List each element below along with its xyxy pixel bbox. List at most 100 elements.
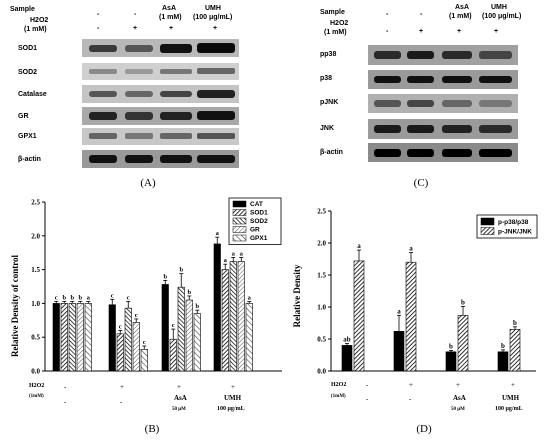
blot-a-label-3: Catalase bbox=[18, 91, 47, 98]
chart-d-significance-letter: b bbox=[461, 298, 465, 306]
blot-c-label-1: pp38 bbox=[320, 51, 336, 58]
chart-d-ytick-label: 1.5 bbox=[317, 272, 326, 280]
chart-b-significance-letter: a bbox=[240, 250, 244, 257]
chart-d-bar bbox=[341, 345, 353, 372]
chart-b-significance-letter: b bbox=[195, 303, 199, 310]
panel-c-h2o2-mark-2: + bbox=[419, 28, 423, 35]
panel-a-sample-mark-1: - bbox=[97, 11, 100, 18]
chart-b-ytick-label: 0.0 bbox=[31, 368, 40, 376]
panel-a-letter: (A) bbox=[140, 177, 156, 189]
panel-c-sample-mark-2: - bbox=[420, 11, 423, 18]
chart-d-legend: p-p38/p38 p-JNK/JNK bbox=[476, 214, 538, 239]
chart-b-bar bbox=[169, 338, 177, 372]
chart-d-h2o2-label: H2O2 bbox=[331, 382, 346, 388]
blot-c-strip-4 bbox=[368, 119, 518, 139]
chart-b-ytick-label: 1.0 bbox=[31, 300, 40, 308]
chart-b-h2o2-label: H2O2 bbox=[29, 383, 44, 389]
blot-c-strip-5 bbox=[368, 143, 518, 162]
chart-b-umh-label: UMH bbox=[224, 394, 242, 402]
panel-a-umh-conc: (100 μg/mL) bbox=[193, 14, 232, 21]
chart-b-ytick-label: 2.0 bbox=[31, 232, 40, 240]
chart-d-legend-label: p-p38/p38 bbox=[498, 219, 529, 226]
chart-b-significance-letter: a bbox=[248, 294, 252, 301]
panel-a-asa-conc: (1 mM) bbox=[159, 14, 182, 21]
chart-b-ytick-label: 1.5 bbox=[31, 266, 40, 274]
chart-d-bar bbox=[457, 315, 469, 372]
chart-b-legend-swatch bbox=[232, 217, 247, 225]
chart-b-ylabel: Relative Density of control bbox=[10, 254, 20, 357]
chart-b-legend-swatch bbox=[232, 209, 247, 216]
chart-d-ytick-label: 2.0 bbox=[317, 240, 326, 248]
chart-b-significance-letter: b bbox=[187, 289, 191, 296]
chart-b-bar bbox=[221, 269, 229, 372]
panel-a-h2o2-mark-3: + bbox=[169, 25, 173, 32]
panel-c-sample-label: Sample bbox=[320, 9, 345, 16]
panel-c-asa-label: AsA bbox=[455, 4, 469, 11]
blot-a-strip-1 bbox=[82, 39, 239, 57]
chart-d-umh-dose: 100 μg/mL bbox=[495, 406, 523, 412]
chart-d-significance-letter: a bbox=[397, 307, 401, 315]
chart-b-bar bbox=[84, 303, 92, 372]
blot-c-label-4: JNK bbox=[320, 125, 334, 132]
chart-b-bar bbox=[68, 303, 76, 372]
panel-a-umh-label: UMH bbox=[205, 5, 221, 12]
panel-d: Relative Density 0.00.51.01.52.02.5abaaa… bbox=[292, 208, 538, 435]
chart-b-significance-letter: a bbox=[216, 230, 220, 237]
chart-b-ytick-label: 2.5 bbox=[31, 199, 40, 207]
panel-c-h2o2-mark-4: + bbox=[494, 28, 498, 35]
panel-b: Relative Density of control 0.0 0.5 1.0 1.5… bbox=[10, 197, 282, 435]
blot-a-label-2: SOD2 bbox=[18, 69, 37, 76]
chart-d-h2o2-mark-3: + bbox=[456, 381, 460, 389]
chart-b-ytick-label: 0.5 bbox=[31, 334, 40, 342]
chart-b-bar bbox=[140, 349, 148, 372]
panel-c-umh-conc: (100 μg/mL) bbox=[482, 13, 521, 20]
chart-b-significance-letter: b bbox=[70, 294, 74, 301]
blot-c-label-3: pJNK bbox=[320, 99, 338, 106]
chart-d-ytick-label: 2.5 bbox=[317, 208, 326, 216]
panel-a-h2o2-mark-4: + bbox=[213, 25, 217, 32]
blot-a-label-4: GR bbox=[18, 113, 29, 120]
chart-b-treat-mark-1: - bbox=[64, 398, 67, 406]
chart-b-significance-letter: c bbox=[119, 323, 122, 330]
panel-a-sample-label: Sample bbox=[10, 6, 35, 13]
chart-b-significance-letter: b bbox=[62, 294, 66, 301]
chart-d-significance-letter: b bbox=[501, 342, 505, 350]
blot-c-strip-2 bbox=[368, 70, 518, 89]
chart-b-treat-mark-2: - bbox=[120, 398, 123, 406]
chart-b-bar bbox=[60, 303, 68, 372]
blot-a-strip-3 bbox=[82, 85, 239, 103]
chart-b-bar bbox=[124, 307, 132, 372]
blot-a-strip-6 bbox=[82, 150, 239, 168]
chart-d-legend-label: p-JNK/JNK bbox=[498, 229, 532, 236]
chart-d-treat-mark-1: - bbox=[366, 395, 369, 403]
panel-c-umh-label: UMH bbox=[491, 4, 507, 11]
chart-d-ytick-label: 1.0 bbox=[317, 304, 326, 312]
chart-b-legend-label: CAT bbox=[250, 201, 263, 208]
chart-d-bar bbox=[405, 261, 417, 372]
chart-d-h2o2-mark-2: + bbox=[409, 381, 413, 389]
blot-c-label-5: β-actin bbox=[320, 149, 343, 156]
chart-b-umh-dose: 100 μg/mL bbox=[217, 406, 245, 412]
panel-d-letter: (D) bbox=[416, 423, 432, 435]
chart-d-significance-letter: a bbox=[409, 245, 413, 253]
chart-b-bar bbox=[132, 322, 140, 372]
chart-b-significance-letter: b bbox=[78, 294, 82, 301]
panel-b-letter: (B) bbox=[145, 423, 160, 435]
chart-d-treat-mark-2: - bbox=[409, 395, 412, 403]
panel-a: Sample H2O2 (1 mM) AsA (1 mM) UMH (100 μ… bbox=[10, 5, 239, 189]
chart-b-significance-letter: a bbox=[232, 250, 236, 257]
blot-a-label-1: SOD1 bbox=[18, 45, 37, 52]
chart-d-bar bbox=[497, 351, 509, 372]
chart-d-asa-dose: 50 μM bbox=[451, 407, 465, 412]
chart-b-bar bbox=[237, 261, 245, 372]
chart-b-bar bbox=[213, 243, 221, 372]
chart-b-h2o2-mark-4: + bbox=[231, 383, 235, 391]
blot-a-label-5: GPX1 bbox=[18, 133, 37, 140]
chart-b-legend-label: SOD2 bbox=[250, 218, 268, 225]
chart-b-h2o2-mark-1: - bbox=[64, 383, 67, 391]
panel-c-h2o2-conc: (1 mM) bbox=[324, 29, 347, 36]
chart-b-significance-letter: c bbox=[143, 339, 146, 346]
panel-c-asa-conc: (1 mM) bbox=[449, 13, 472, 20]
chart-b-significance-letter: a bbox=[87, 294, 91, 301]
